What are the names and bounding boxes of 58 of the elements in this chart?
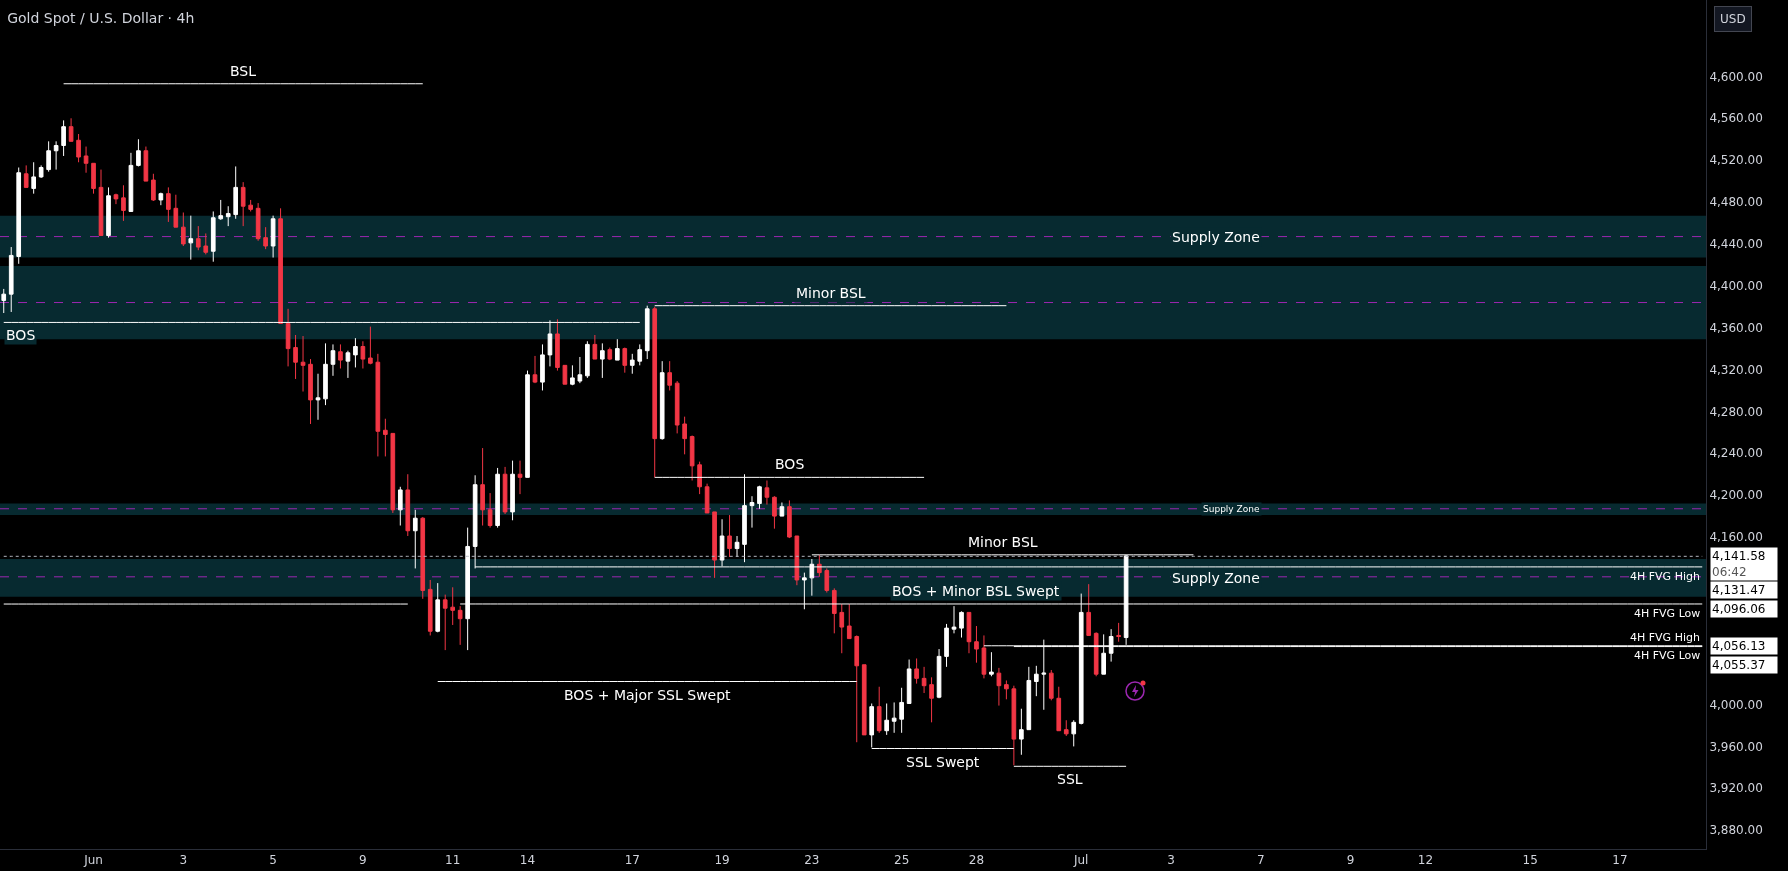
text: Gold Spot / U.S. Dollar · 4h — [7, 9, 195, 26]
series-label: BOS + Major SSL Swept — [564, 687, 732, 703]
y-tick-label: 4,000.00 — [1709, 697, 1763, 712]
x-tick-label: Jun — [83, 853, 103, 868]
data-label: 4,131.47 — [1712, 583, 1766, 597]
x-tick-label: 23 — [804, 853, 820, 868]
x-tick-label: 14 — [519, 853, 536, 868]
x-tick-label: Jul — [1072, 853, 1089, 868]
series-label: 4H FVG Low — [1634, 607, 1701, 620]
x-tick-label: 9 — [359, 853, 367, 868]
y-tick-label: 4,280.00 — [1709, 404, 1763, 419]
y-tick-label: 4,320.00 — [1709, 362, 1763, 377]
y-tick-label: 3,960.00 — [1709, 739, 1763, 754]
x-tick-label: 19 — [714, 853, 730, 868]
y-tick-label: 4,440.00 — [1709, 237, 1763, 252]
x-tick-label: 25 — [894, 853, 910, 868]
band-label: Supply Zone — [1172, 570, 1260, 586]
series-label: BOS — [775, 456, 805, 472]
y-tick-label: 4,200.00 — [1709, 488, 1763, 503]
y-tick-label: 4,360.00 — [1709, 320, 1763, 335]
text: USD — [1720, 12, 1746, 26]
series-label: SSL — [1057, 771, 1083, 787]
data-label: 4,056.13 — [1712, 639, 1766, 653]
y-tick-label: 4,400.00 — [1709, 278, 1763, 293]
data-label: 4,055.37 — [1712, 658, 1766, 672]
x-tick-label: 7 — [1256, 853, 1265, 868]
y-tick-label: 4,560.00 — [1709, 111, 1763, 126]
x-tick-label: 17 — [1612, 853, 1628, 868]
text: 06:42 — [1712, 564, 1747, 579]
series-label: 4H FVG High — [1630, 631, 1700, 644]
series-label: SSL Swept — [906, 754, 980, 770]
y-tick-label: 4,480.00 — [1709, 195, 1763, 210]
x-tick-label: 17 — [624, 853, 640, 868]
x-tick-label: 9 — [1346, 853, 1355, 868]
series-label: Minor BSL — [796, 285, 866, 301]
band-label: Supply Zone — [1203, 504, 1260, 514]
x-tick-label: 28 — [968, 853, 985, 868]
data-label: 4,141.58 — [1712, 549, 1766, 563]
series-label: BOS — [6, 327, 36, 343]
series-label: Minor BSL — [968, 534, 1038, 550]
y-tick-label: 4,160.00 — [1709, 530, 1763, 545]
x-tick-label: 15 — [1522, 853, 1538, 868]
data-label: 4,096.06 — [1712, 602, 1766, 616]
x-tick-label: 5 — [269, 853, 277, 868]
y-tick-label: 4,520.00 — [1709, 153, 1763, 168]
x-tick-label: 3 — [179, 853, 188, 868]
series-label: 4H FVG Low — [1634, 649, 1701, 662]
y-tick-label: 3,880.00 — [1709, 823, 1763, 838]
series-label: 4H FVG High — [1630, 570, 1700, 583]
band-label: Supply Zone — [1172, 229, 1260, 245]
series-label: BSL — [230, 63, 257, 79]
x-tick-label: 3 — [1167, 853, 1175, 868]
y-tick-label: 3,920.00 — [1709, 781, 1763, 796]
x-tick-label: 11 — [445, 853, 461, 868]
x-tick-label: 12 — [1417, 853, 1434, 868]
y-tick-label: 4,600.00 — [1709, 69, 1763, 84]
y-tick-label: 4,240.00 — [1709, 446, 1763, 461]
annotation: BOS + Minor BSL Swept — [892, 583, 1060, 599]
